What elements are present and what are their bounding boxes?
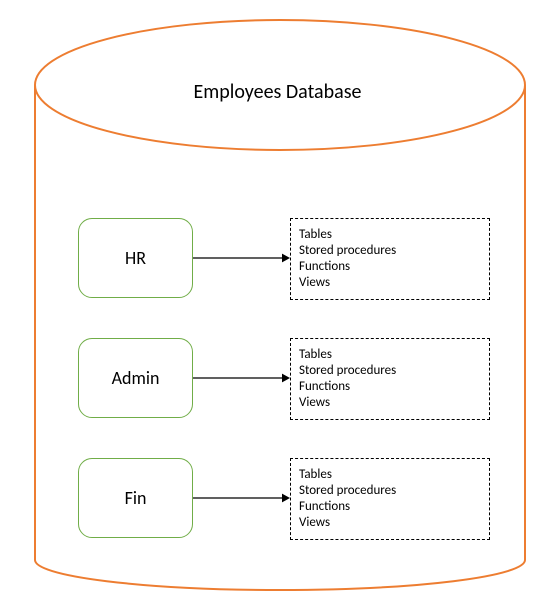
arrow-icon xyxy=(0,0,555,598)
diagram-canvas: Employees Database HRAdminFinTablesStore… xyxy=(0,0,555,598)
